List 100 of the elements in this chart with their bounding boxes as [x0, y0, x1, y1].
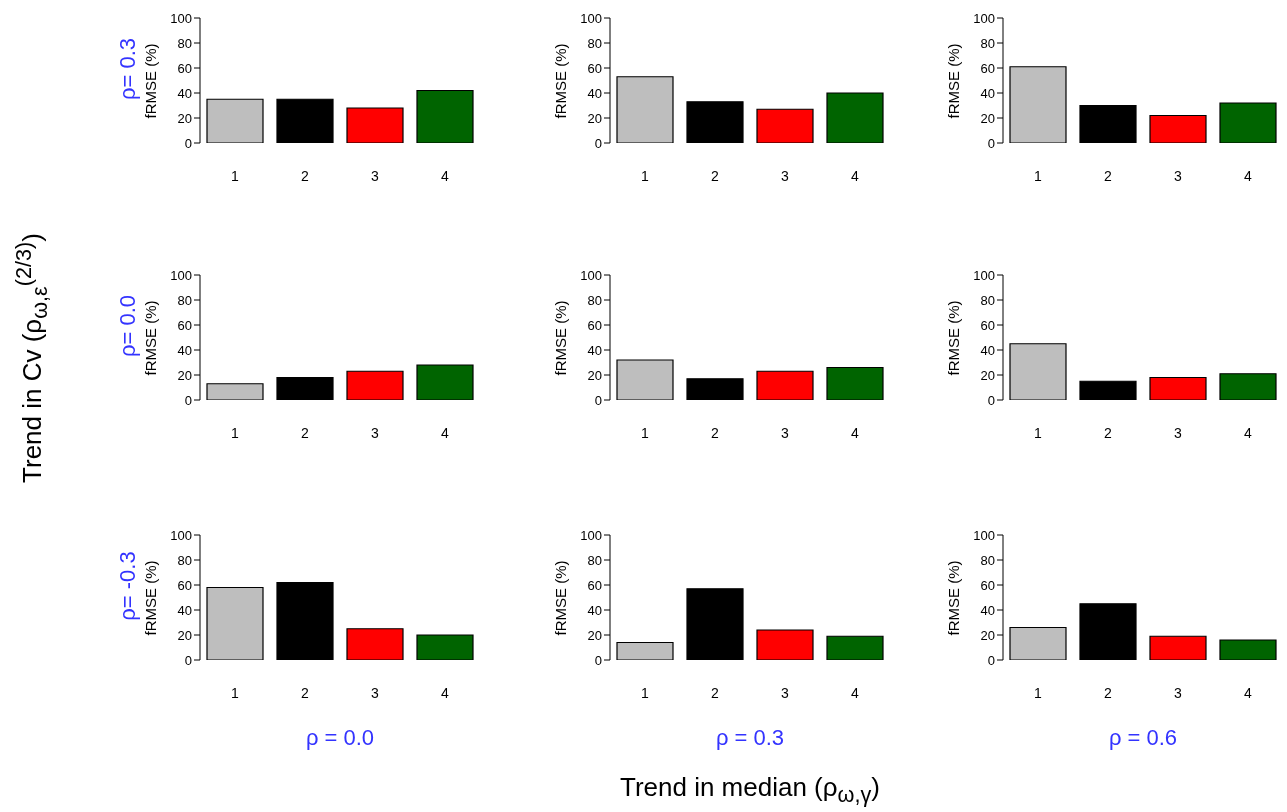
bar [1079, 380, 1137, 400]
x-tick-label: 2 [301, 684, 310, 701]
x-tick-label: 4 [851, 167, 860, 184]
bar [686, 588, 744, 660]
y-tick-label: 100 [973, 10, 995, 26]
bar [616, 641, 674, 660]
x-tick-label: 1 [641, 167, 650, 184]
y-tick-label: 60 [980, 60, 995, 76]
x-tick-label: 2 [1104, 424, 1113, 441]
x-axis-title: ρ = 0.6 [1108, 725, 1178, 751]
y-tick-label: 80 [980, 35, 995, 51]
y-tick-label: 80 [587, 292, 602, 308]
x-tick-label: 1 [1034, 167, 1043, 184]
bar [206, 383, 264, 400]
bar [1009, 626, 1067, 660]
bar [276, 98, 334, 143]
x-tick-label: 3 [781, 167, 790, 184]
bar [276, 581, 334, 660]
x-tick-label: 1 [641, 424, 650, 441]
bar [826, 92, 884, 143]
bar [1009, 66, 1067, 143]
x-tick-label: 2 [711, 684, 720, 701]
y-tick-label: 60 [177, 60, 192, 76]
y-tick-label: 0 [184, 392, 192, 408]
y-axis-title: fRMSE (%) [944, 560, 962, 635]
y-tick-label: 100 [170, 267, 192, 283]
y-axis-title: fRMSE (%) [141, 43, 159, 118]
bar [1149, 376, 1207, 400]
y-tick-label: 100 [580, 527, 602, 543]
bar [206, 98, 264, 143]
x-tick-label: 4 [851, 424, 860, 441]
text: ρ= 0.3 [115, 37, 141, 100]
bar [1009, 343, 1067, 400]
y-tick-label: 100 [170, 10, 192, 26]
x-tick-label: 4 [441, 167, 450, 184]
y-axis-title: fRMSE (%) [944, 300, 962, 375]
y-tick-label: 60 [980, 577, 995, 593]
y-axis-title: fRMSE (%) [141, 300, 159, 375]
x-tick-label: 4 [851, 684, 860, 701]
bar [346, 370, 404, 400]
y-tick-label: 60 [587, 577, 602, 593]
y-tick-label: 20 [980, 627, 995, 643]
y-tick-label: 20 [980, 367, 995, 383]
y-tick-label: 80 [177, 552, 192, 568]
y-tick-label: 40 [177, 85, 192, 101]
y-tick-label: 0 [594, 135, 602, 151]
bar [1219, 639, 1277, 660]
text: ρ= 0.0 [115, 294, 141, 357]
bar [1079, 104, 1137, 143]
x-tick-label: 3 [371, 684, 380, 701]
bar [1149, 114, 1207, 143]
x-tick-label: 2 [1104, 167, 1113, 184]
bar [756, 108, 814, 143]
bar [206, 586, 264, 660]
x-tick-label: 1 [1034, 424, 1043, 441]
y-tick-label: 100 [973, 527, 995, 543]
y-tick-label: 80 [980, 552, 995, 568]
x-axis-title: ρ = 0.0 [305, 725, 375, 751]
y-tick-label: 40 [177, 342, 192, 358]
bar [1219, 373, 1277, 400]
x-tick-label: 2 [711, 167, 720, 184]
x-tick-label: 4 [1244, 424, 1253, 441]
y-tick-label: 20 [587, 367, 602, 383]
y-tick-label: 20 [177, 627, 192, 643]
y-tick-label: 0 [184, 135, 192, 151]
y-tick-label: 0 [987, 392, 995, 408]
y-tick-label: 100 [170, 527, 192, 543]
y-tick-label: 60 [177, 317, 192, 333]
x-tick-label: 3 [371, 424, 380, 441]
x-tick-label: 3 [1174, 167, 1183, 184]
y-tick-label: 80 [177, 292, 192, 308]
y-tick-label: 20 [177, 367, 192, 383]
bar [756, 629, 814, 660]
bar [346, 628, 404, 660]
x-tick-label: 2 [711, 424, 720, 441]
y-axis-title: fRMSE (%) [551, 300, 569, 375]
y-axis-title: fRMSE (%) [141, 560, 159, 635]
x-tick-label: 4 [1244, 684, 1253, 701]
y-tick-label: 60 [177, 577, 192, 593]
bar [1079, 603, 1137, 660]
x-tick-label: 3 [371, 167, 380, 184]
y-tick-label: 60 [587, 317, 602, 333]
bar [686, 101, 744, 143]
y-tick-label: 0 [184, 652, 192, 668]
x-tick-label: 1 [231, 167, 240, 184]
y-tick-label: 40 [980, 602, 995, 618]
y-tick-label: 60 [587, 60, 602, 76]
text: Trend in median (ρ$_{ω,γ}$) [619, 771, 881, 809]
y-tick-label: 40 [587, 342, 602, 358]
bar [616, 76, 674, 143]
text: ρ= -0.3 [115, 550, 141, 621]
x-tick-label: 4 [1244, 167, 1253, 184]
bar [1149, 635, 1207, 660]
y-tick-label: 80 [177, 35, 192, 51]
bar [826, 635, 884, 660]
x-axis-title: ρ = 0.3 [715, 725, 785, 751]
y-tick-label: 0 [594, 392, 602, 408]
y-tick-label: 80 [587, 552, 602, 568]
x-tick-label: 2 [301, 424, 310, 441]
bar [416, 634, 474, 660]
